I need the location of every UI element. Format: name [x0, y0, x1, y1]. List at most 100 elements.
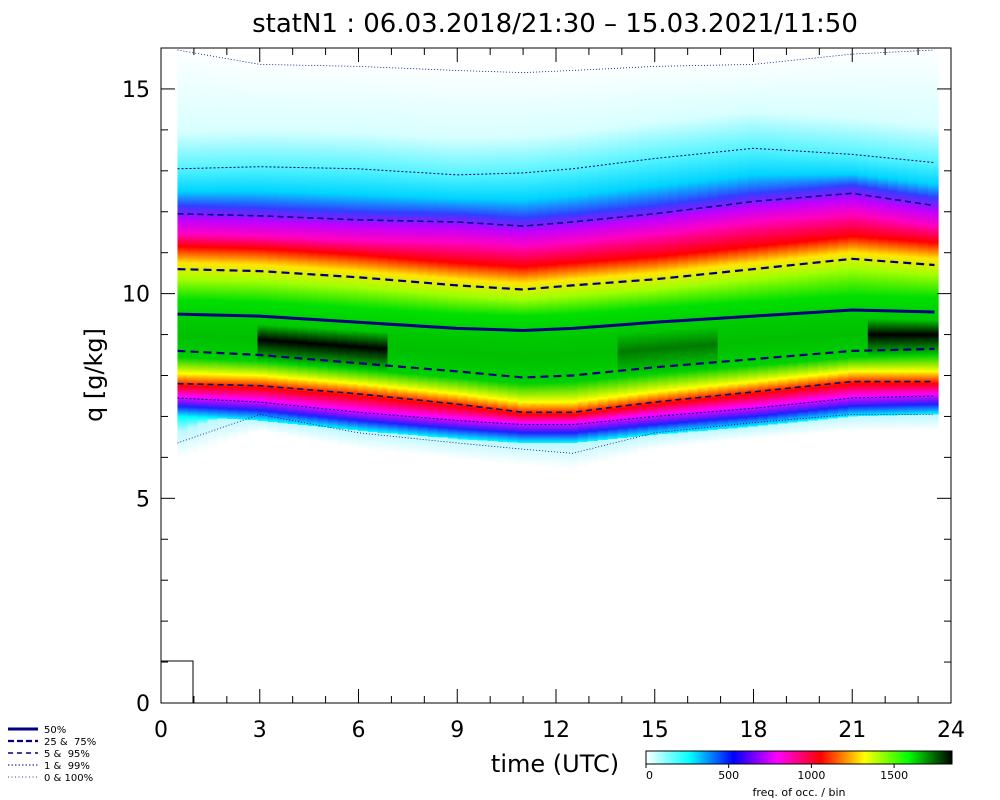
- heat-column: [307, 61, 319, 441]
- heat-column: [447, 66, 459, 459]
- percentile-line-95pct: [177, 192, 935, 227]
- x-tick-label: 15: [641, 718, 669, 743]
- heat-column: [207, 52, 219, 448]
- heat-column: [547, 67, 559, 469]
- x-tick-label: 21: [838, 718, 866, 743]
- heat-column: [677, 61, 689, 447]
- heat-column: [337, 62, 349, 447]
- heat-column: [857, 49, 869, 431]
- heat-column: [597, 64, 609, 463]
- corner-box: [160, 660, 194, 704]
- heat-column: [627, 63, 639, 455]
- percentile-line-50pct: [177, 308, 935, 333]
- percentile-line-0pct: [177, 413, 935, 454]
- heat-column: [777, 57, 789, 437]
- heat-column: [507, 68, 519, 465]
- colorbar-tick-label: 1500: [880, 769, 908, 782]
- heat-column: [577, 65, 589, 468]
- heat-column: [267, 60, 279, 434]
- heat-column: [827, 52, 839, 433]
- heat-column: [617, 63, 629, 458]
- heat-column: [837, 51, 849, 432]
- heat-column: [437, 65, 449, 458]
- heat-column: [297, 61, 309, 439]
- x-tick-label: 6: [352, 718, 366, 743]
- percentile-lines: [177, 49, 935, 454]
- percentile-line-1pct: [177, 395, 935, 426]
- heat-column: [257, 60, 269, 432]
- heat-column: [717, 60, 729, 443]
- heat-column: [637, 62, 649, 453]
- heat-column: [607, 64, 619, 460]
- heat-column: [697, 61, 709, 445]
- heat-column: [927, 46, 939, 431]
- line-legend: 50%25 & 75%5 & 95%1 & 99%0 & 100%: [8, 725, 96, 784]
- heat-column: [907, 47, 919, 431]
- heat-column: [367, 62, 379, 451]
- y-tick-label: 10: [122, 283, 150, 308]
- legend-label: 25 & 75%: [44, 737, 96, 748]
- x-tick-label: 12: [542, 718, 570, 743]
- heat-column: [647, 62, 659, 450]
- colorbar: 0 500 1000 1500 freq. of occ. / bin: [645, 750, 953, 799]
- heat-column: [497, 67, 509, 464]
- heat-column: [177, 46, 189, 458]
- heat-column: [747, 60, 759, 440]
- x-tick-label: 18: [740, 718, 768, 743]
- heat-column: [877, 48, 889, 431]
- heat-column: [727, 60, 739, 442]
- heat-column: [237, 57, 249, 437]
- heat-column: [357, 62, 369, 450]
- heat-column: [707, 61, 719, 444]
- heat-column: [807, 54, 819, 435]
- heat-column: [587, 65, 599, 465]
- heat-column: [757, 59, 769, 439]
- heat-column: [187, 48, 199, 455]
- heat-column: [527, 68, 539, 467]
- colorbar-gradient: [645, 750, 953, 765]
- x-tick-label: 0: [154, 718, 168, 743]
- heat-column: [427, 65, 439, 457]
- heat-column: [377, 63, 389, 452]
- heat-column: [417, 64, 429, 456]
- colorbar-label: freq. of occ. / bin: [752, 786, 845, 799]
- heat-column: [397, 64, 409, 454]
- axes: 0 3 6 9 12 15 18 21 24 0 5 10 15: [122, 47, 965, 743]
- x-tick-label: 24: [937, 718, 965, 743]
- heat-column: [287, 60, 299, 437]
- heat-column: [687, 61, 699, 446]
- legend-label: 0 & 100%: [44, 773, 93, 784]
- heat-column: [917, 46, 929, 431]
- x-tick-label: 3: [253, 718, 267, 743]
- y-axis-label: q [g/kg]: [80, 328, 108, 422]
- heat-column: [407, 64, 419, 455]
- y-tick-label: 0: [136, 692, 150, 717]
- heat-column: [217, 53, 229, 444]
- colorbar-tick-label: 1000: [797, 769, 825, 782]
- heat-column: [387, 63, 399, 453]
- colorbar-tick-label: 500: [718, 769, 739, 782]
- heat-column: [487, 67, 499, 463]
- heat-column: [787, 56, 799, 436]
- legend-label: 5 & 95%: [44, 749, 90, 760]
- heat-column: [467, 66, 479, 461]
- heat-column: [867, 49, 879, 431]
- x-tick-label: 9: [450, 718, 464, 743]
- heat-column: [657, 62, 669, 449]
- heat-column: [797, 55, 809, 435]
- heat-column: [537, 67, 549, 468]
- legend-label: 1 & 99%: [44, 761, 90, 772]
- heatmap-layer: [177, 46, 939, 470]
- percentile-line-5pct: [177, 380, 935, 414]
- percentile-line-25pct: [177, 347, 935, 379]
- legend-label: 50%: [44, 725, 66, 736]
- heat-column: [557, 66, 569, 469]
- chart-title: statN1 : 06.03.2018/21:30 – 15.03.2021/1…: [252, 9, 858, 39]
- heat-column: [847, 50, 859, 431]
- heat-column: [817, 53, 829, 434]
- colorbar-tick-label: 0: [646, 769, 653, 782]
- heat-column: [477, 67, 489, 462]
- heat-column: [887, 48, 899, 431]
- heat-column: [277, 60, 289, 436]
